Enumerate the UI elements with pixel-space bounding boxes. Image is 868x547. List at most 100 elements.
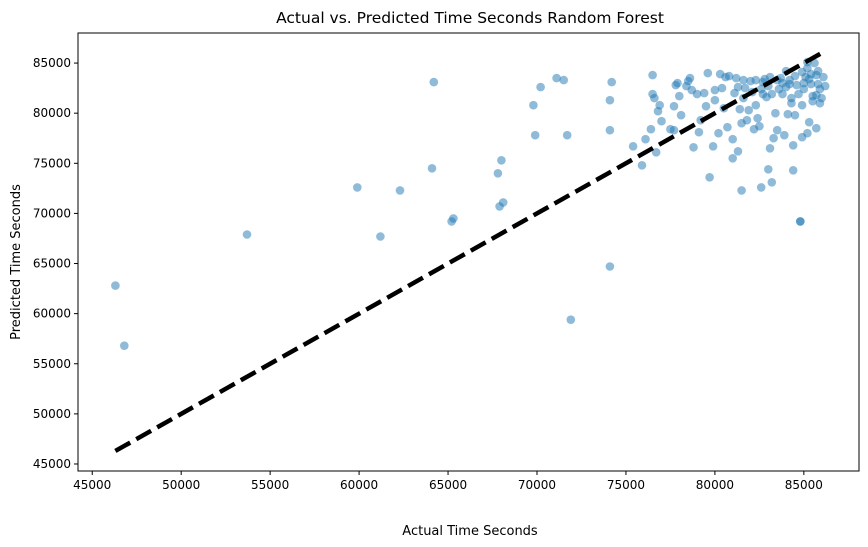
data-point (728, 134, 737, 144)
data-point (771, 108, 780, 118)
data-point (628, 142, 638, 151)
data-point (783, 109, 793, 119)
y-tick-label: 70000 (33, 206, 71, 220)
data-point (646, 124, 656, 134)
chart-title: Actual vs. Predicted Time Seconds Random… (276, 9, 664, 27)
data-point (605, 262, 615, 271)
data-point (648, 70, 657, 80)
data-point (817, 93, 826, 103)
data-point (753, 113, 762, 123)
y-axis-label: Predicted Time Seconds (9, 184, 24, 340)
data-point (723, 122, 732, 132)
data-point (799, 78, 809, 88)
data-point (735, 104, 745, 114)
x-axis-ticks: 45000 50000 55000 60000 65000 70000 75000 80000… (73, 471, 823, 492)
x-tick-label: 65000 (429, 478, 467, 492)
data-point (819, 72, 828, 82)
data-point (769, 133, 778, 143)
data-point (733, 82, 743, 92)
data-point (731, 73, 741, 83)
data-point (641, 134, 650, 144)
data-point (675, 91, 684, 101)
data-point (605, 95, 615, 105)
y-tick-label: 45000 (33, 457, 71, 471)
data-point (772, 125, 782, 135)
data-point (694, 127, 704, 137)
data-point (733, 147, 743, 156)
x-tick-label: 50000 (162, 478, 200, 492)
data-point (111, 281, 120, 290)
data-point (812, 123, 821, 133)
data-point (751, 100, 761, 110)
x-tick-label: 60000 (340, 478, 378, 492)
data-point (710, 85, 720, 95)
data-point (708, 142, 718, 151)
data-point (778, 89, 787, 99)
data-point (737, 186, 746, 195)
data-point (692, 89, 702, 99)
data-point (376, 232, 385, 241)
data-point (724, 71, 734, 81)
data-point (755, 121, 764, 131)
x-tick-label: 75000 (607, 478, 645, 492)
data-point (657, 116, 666, 126)
data-point (787, 98, 796, 108)
data-point (559, 75, 568, 85)
data-point (607, 77, 616, 87)
data-point (120, 341, 129, 351)
data-point (689, 143, 698, 152)
y-tick-label: 55000 (33, 357, 71, 371)
data-point (806, 69, 816, 79)
data-points (111, 57, 830, 351)
y-tick-label: 65000 (33, 257, 71, 271)
data-point (669, 125, 679, 135)
data-point (498, 198, 508, 207)
data-point (676, 110, 686, 120)
y-tick-label: 85000 (33, 56, 71, 70)
data-point (703, 68, 713, 78)
data-point (740, 83, 750, 93)
data-point (353, 183, 362, 192)
y-tick-label: 80000 (33, 106, 71, 120)
data-point (820, 81, 830, 91)
x-axis-label: Actual Time Seconds (402, 524, 538, 539)
data-point (705, 173, 714, 182)
y-tick-label: 50000 (33, 407, 71, 421)
data-point (530, 130, 540, 140)
x-tick-label: 55000 (251, 478, 289, 492)
data-point (744, 105, 753, 115)
data-point (529, 100, 538, 110)
data-point (792, 80, 801, 90)
data-point (497, 156, 506, 165)
x-tick-label: 80000 (696, 478, 734, 492)
data-point (742, 115, 752, 125)
data-point (685, 73, 695, 83)
data-point (765, 144, 775, 153)
y-axis-ticks: 45000 50000 55000 60000 65000 70000 75000 80000… (33, 56, 78, 471)
x-tick-label: 85000 (785, 478, 823, 492)
data-point (395, 186, 405, 195)
data-point (813, 66, 823, 76)
data-point (536, 82, 545, 92)
data-point (710, 95, 720, 105)
data-point (767, 178, 777, 187)
data-point (785, 75, 794, 85)
data-point (714, 128, 723, 138)
data-point (605, 125, 615, 135)
data-point (242, 230, 252, 239)
reference-line-layer (114, 49, 827, 453)
data-point (429, 77, 439, 87)
data-point (796, 217, 805, 226)
data-point (803, 128, 812, 138)
data-point (562, 130, 572, 140)
data-point (764, 165, 773, 174)
data-point (778, 78, 787, 88)
data-point (797, 100, 807, 110)
y-tick-label: 75000 (33, 156, 71, 170)
data-point (717, 83, 727, 93)
data-point (427, 164, 437, 173)
data-point (780, 130, 789, 140)
data-point (655, 100, 664, 110)
data-point (673, 78, 682, 88)
